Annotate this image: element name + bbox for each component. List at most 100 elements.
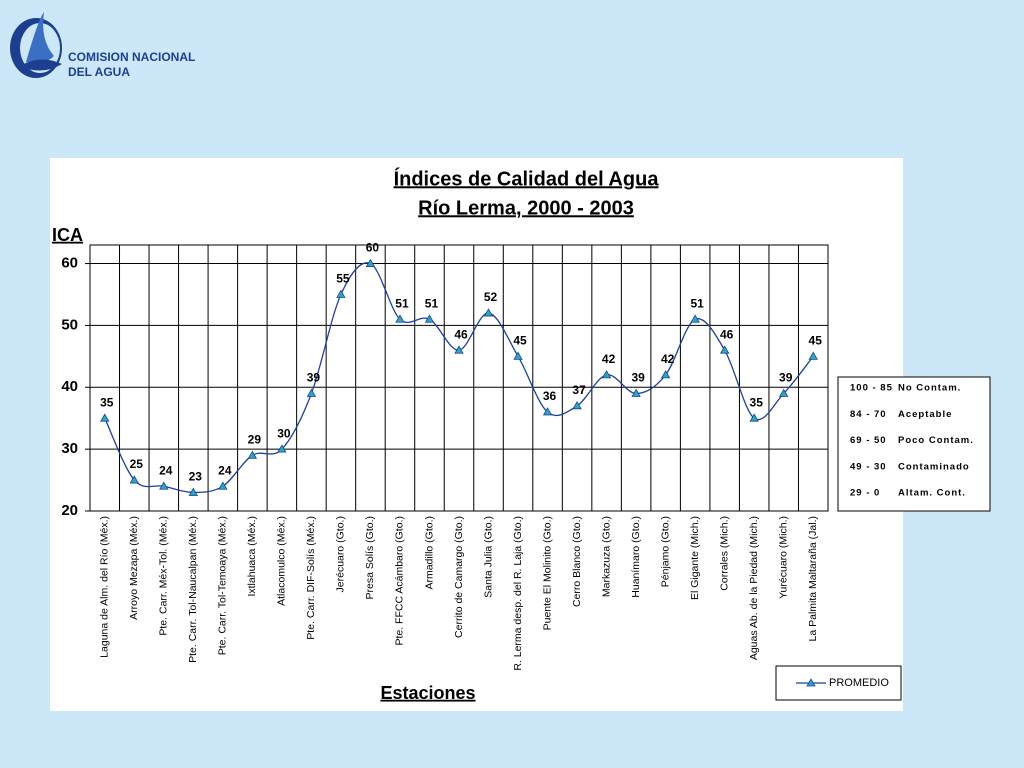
legend: [775, 665, 902, 701]
y-tick-label: 20: [61, 502, 78, 519]
x-tick-label: Pte. Carr. Méx-Tol. (Méx.): [158, 516, 170, 636]
data-label: 51: [425, 296, 439, 310]
x-tick-label: Corrales (Mich.): [718, 516, 730, 591]
x-tick-label: Arroyo Mezapa (Méx.): [128, 516, 140, 620]
quality-legend: [837, 376, 991, 512]
x-tick-label: Pte. Carr. Tol-Temoaya (Méx.): [217, 516, 229, 655]
x-axis-label: Estaciones: [380, 683, 475, 703]
x-tick-label: Pénjamo (Gto.): [659, 516, 671, 587]
marker: [100, 413, 110, 422]
x-tick-label: Pte. Carr. Tol-Naucalpan (Méx.): [187, 516, 199, 663]
org-name: COMISION NACIONAL: [68, 50, 195, 64]
range-label: Poco Contam.: [898, 435, 974, 446]
x-tick-label: La Palmita Maltaraña (Jal.): [807, 516, 819, 641]
marker: [365, 258, 376, 267]
marker: [454, 345, 464, 354]
y-tick-label: 30: [61, 440, 78, 457]
range-label: Altam. Cont.: [898, 488, 966, 499]
marker: [513, 351, 523, 360]
marker: [129, 475, 139, 484]
legend-label: PROMEDIO: [829, 677, 889, 689]
data-label: 29: [248, 432, 262, 446]
marker: [395, 314, 405, 323]
data-label: 42: [602, 352, 616, 366]
data-label: 39: [779, 371, 793, 385]
data-label: 23: [189, 470, 203, 484]
marker: [247, 450, 258, 459]
x-tick-label: El Gigante (Mich.): [689, 516, 701, 600]
marker: [188, 487, 199, 496]
marker: [483, 308, 494, 317]
org-name: DEL AGUA: [68, 65, 130, 79]
x-tick-label: Markazuza (Gto.): [600, 516, 612, 597]
x-tick-label: Cerro Blanco (Gto.): [571, 516, 583, 607]
marker: [572, 401, 582, 410]
chart-subtitle: Río Lerma, 2000 - 2003: [418, 197, 634, 219]
x-tick-label: Puente El Molinito (Gto.): [541, 516, 553, 630]
data-label: 52: [484, 290, 498, 304]
y-axis-label: ICA: [52, 225, 83, 245]
data-label: 39: [631, 371, 645, 385]
y-tick-label: 50: [61, 316, 78, 333]
chart-panel: [50, 158, 903, 711]
range: 49 - 30: [850, 461, 887, 472]
x-tick-label: Presa Solís (Gto.): [364, 516, 376, 599]
x-tick-label: Atlacomulco (Méx.): [276, 516, 288, 606]
range: 100 - 85: [850, 383, 893, 394]
data-label: 45: [809, 334, 823, 348]
marker: [690, 314, 700, 323]
data-label: 60: [366, 241, 380, 255]
data-label: 37: [572, 383, 586, 397]
range: 29 - 0: [850, 488, 880, 499]
range: 84 - 70: [850, 409, 887, 420]
x-tick-label: R. Lerma desp. del R. Laja (Gto.): [512, 516, 524, 671]
marker: [660, 370, 671, 379]
data-label: 24: [159, 463, 173, 477]
marker: [601, 370, 612, 379]
y-tick-label: 40: [61, 378, 78, 395]
x-tick-label: Yurécuaro (Mich.): [778, 516, 790, 599]
x-tick-label: Ixtlahuaca (Méx.): [246, 516, 258, 597]
marker: [719, 345, 730, 354]
marker: [424, 314, 435, 323]
x-tick-label: Pte. FFCC Acámbaro (Gto.): [394, 516, 406, 646]
marker: [159, 481, 169, 490]
y-tick-label: 60: [61, 255, 78, 272]
data-label: 35: [750, 395, 764, 409]
x-tick-label: Pte. Carr. DIF-Solís (Méx.): [305, 516, 317, 640]
range: 69 - 50: [850, 435, 887, 446]
range-label: Contaminado: [898, 461, 970, 472]
x-tick-label: Aguas Ab. de la Piedad (Mich.): [748, 516, 760, 660]
data-label: 39: [307, 371, 321, 385]
marker: [779, 388, 789, 397]
logo: [10, 12, 62, 78]
data-label: 55: [336, 272, 350, 286]
data-label: 25: [130, 457, 144, 471]
marker: [542, 407, 553, 416]
data-label: 36: [543, 389, 557, 403]
data-label: 51: [690, 296, 704, 310]
chart-title: Índices de Calidad del Agua: [394, 167, 660, 190]
marker: [218, 481, 228, 490]
plot-frame: [89, 244, 829, 512]
x-tick-label: Santa Julia (Gto.): [482, 516, 494, 598]
data-label: 51: [395, 296, 409, 310]
marker: [336, 289, 346, 298]
legend-marker: [806, 678, 816, 687]
marker: [749, 413, 759, 422]
data-label: 46: [720, 327, 734, 341]
marker: [306, 388, 317, 397]
x-tick-label: Armadillo (Gto.): [423, 516, 435, 590]
x-tick-label: Cerrito de Camargo (Gto.): [453, 516, 465, 638]
marker: [277, 444, 287, 453]
range-label: Aceptable: [898, 409, 952, 420]
data-label: 46: [454, 327, 468, 341]
marker: [631, 388, 641, 397]
x-tick-label: Jerécuaro (Gto.): [335, 516, 347, 592]
x-tick-label: Laguna de Alm. del Río (Méx.): [99, 516, 111, 658]
data-label: 35: [100, 395, 114, 409]
data-label: 45: [513, 334, 527, 348]
data-label: 24: [218, 463, 232, 477]
